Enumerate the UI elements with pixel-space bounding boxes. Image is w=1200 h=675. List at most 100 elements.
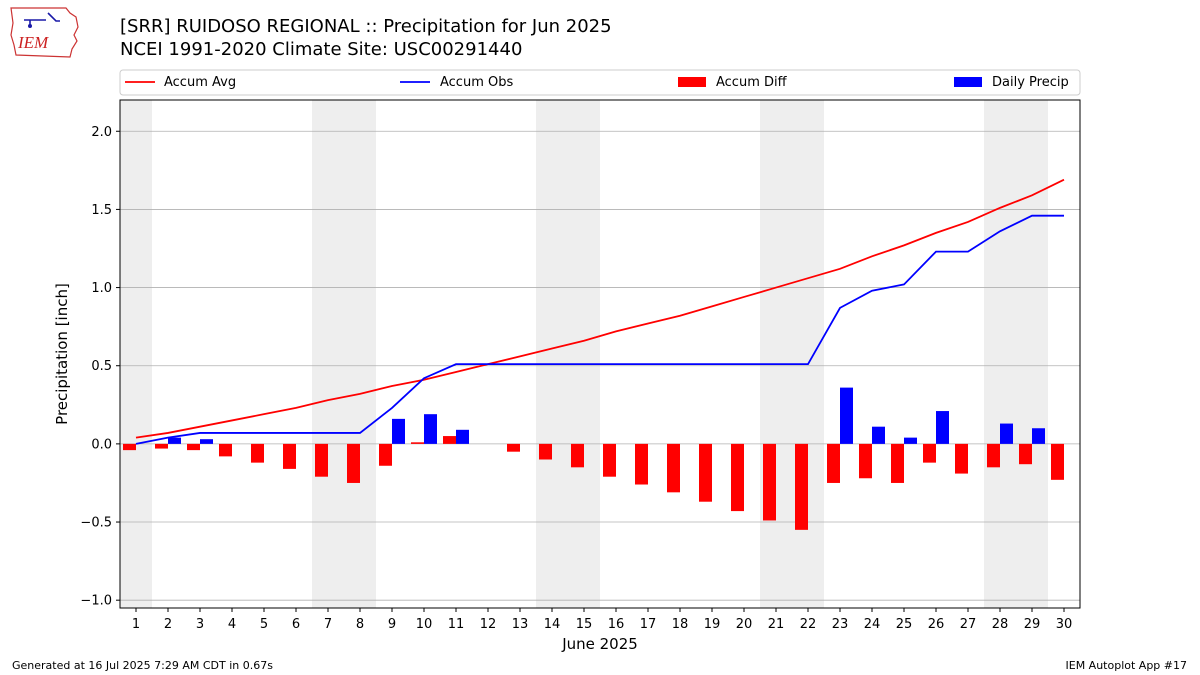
x-tick-label: 21 [768, 617, 785, 632]
generated-note: Generated at 16 Jul 2025 7:29 AM CDT in … [12, 659, 273, 672]
app-note: IEM Autoplot App #17 [1065, 659, 1188, 672]
x-axis-label: June 2025 [561, 635, 638, 653]
accum-diff-bar [283, 443, 296, 469]
x-tick-label: 6 [292, 617, 300, 632]
daily-precip-bar [872, 426, 885, 444]
x-tick-label: 15 [576, 617, 593, 632]
y-axis-label: Precipitation [inch] [53, 283, 71, 425]
weekend-band [312, 100, 376, 608]
legend-label-accum-avg: Accum Avg [164, 75, 236, 90]
accum-diff-bar [955, 443, 968, 474]
legend-swatch-daily-precip [954, 77, 982, 87]
x-tick-label: 30 [1056, 617, 1073, 632]
accum-diff-bar [603, 443, 616, 477]
accum-avg-line [135, 178, 1065, 439]
logo-text: IEM [17, 33, 49, 52]
daily-precip-bar [1000, 423, 1013, 444]
x-tick-label: 5 [260, 617, 268, 632]
accum-diff-bar [827, 443, 840, 483]
daily-precip-bar [424, 414, 437, 444]
weekend-band [984, 100, 1048, 608]
accum-obs-line [135, 214, 1064, 445]
accum-diff-bar [379, 443, 392, 466]
accum-diff-bar [987, 443, 1000, 468]
legend-label-accum-diff: Accum Diff [716, 75, 788, 90]
accum-diff-bar [763, 443, 776, 521]
y-tick-label: −0.5 [80, 516, 112, 531]
accum-diff-bar [507, 443, 520, 452]
accum-diff-bar [1019, 443, 1032, 465]
x-tick-label: 28 [992, 617, 1009, 632]
y-tick-label: 1.5 [91, 203, 112, 218]
plot-frame [119, 99, 1081, 609]
daily-precip-bar [456, 429, 469, 444]
y-gridlines [120, 130, 1080, 601]
x-tick-label: 24 [864, 617, 881, 632]
x-tick-label: 20 [736, 617, 753, 632]
accum-diff-bar [539, 443, 552, 460]
y-tick-label: 2.0 [91, 125, 112, 140]
x-tick-label: 2 [164, 617, 172, 632]
x-tick-label: 12 [480, 617, 497, 632]
accum-diff-bar [923, 443, 936, 463]
x-tick-label: 11 [448, 617, 465, 632]
accum-diff-bar [731, 443, 744, 512]
daily-precip-bar [392, 418, 405, 444]
accum-diff-bar [795, 443, 808, 530]
x-tick-label: 3 [196, 617, 204, 632]
x-tick-label: 7 [324, 617, 332, 632]
accum-diff-bar [859, 443, 872, 479]
legend-label-daily-precip: Daily Precip [992, 75, 1069, 90]
accum-diff-bar [411, 442, 424, 444]
x-tick-label: 10 [416, 617, 433, 632]
bars [123, 387, 1064, 530]
x-tick-label: 4 [228, 617, 236, 632]
accum-diff-bar [699, 443, 712, 502]
accum-diff-bar [571, 443, 584, 468]
accum-diff-bar [219, 443, 232, 457]
x-tick-label: 22 [800, 617, 817, 632]
accum-diff-bar [891, 443, 904, 483]
x-tick-label: 29 [1024, 617, 1041, 632]
weekend-shading [120, 100, 1048, 608]
y-ticks: −1.0 −0.5 0.0 0.5 1.0 1.5 2.0 [80, 125, 120, 609]
x-tick-label: 23 [832, 617, 849, 632]
x-tick-label: 19 [704, 617, 721, 632]
weekend-band [536, 100, 600, 608]
x-tick-label: 9 [388, 617, 396, 632]
accum-diff-bar [251, 443, 264, 463]
x-tick-label: 8 [356, 617, 364, 632]
legend-swatch-accum-diff [678, 77, 706, 87]
x-tick-label: 13 [512, 617, 529, 632]
accum-diff-bar [187, 443, 200, 451]
x-tick-label: 14 [544, 617, 561, 632]
accum-diff-bar [635, 443, 648, 485]
daily-precip-bar [904, 437, 917, 444]
accum-diff-bar [443, 436, 456, 444]
daily-precip-bar [840, 387, 853, 444]
daily-precip-bar [936, 411, 949, 444]
y-tick-label: 0.5 [91, 359, 112, 374]
weekend-band [120, 100, 152, 608]
chart-title: [SRR] RUIDOSO REGIONAL :: Precipitation … [120, 16, 612, 37]
x-tick-label: 16 [608, 617, 625, 632]
x-tick-label: 1 [132, 617, 140, 632]
x-tick-label: 27 [960, 617, 977, 632]
lines [135, 178, 1065, 445]
daily-precip-bar [200, 439, 213, 444]
x-ticks: 1 2 3 4 5 6 7 8 9 10 11 12 13 14 15 16 17 18 19 20 21 22 23 24 2… [132, 608, 1072, 632]
x-tick-label: 26 [928, 617, 945, 632]
legend: Accum Avg Accum Obs Accum Diff Daily Pre… [119, 69, 1081, 96]
x-tick-label: 18 [672, 617, 689, 632]
legend-frame [119, 69, 1081, 96]
accum-diff-bar [347, 443, 360, 483]
y-tick-label: 0.0 [91, 437, 112, 452]
daily-precip-bar [1032, 428, 1045, 444]
legend-label-accum-obs: Accum Obs [440, 75, 513, 90]
accum-diff-bar [123, 443, 136, 451]
x-tick-label: 25 [896, 617, 913, 632]
accum-diff-bar [315, 443, 328, 477]
accum-diff-bar [155, 443, 168, 449]
accum-diff-bar [1051, 443, 1064, 480]
